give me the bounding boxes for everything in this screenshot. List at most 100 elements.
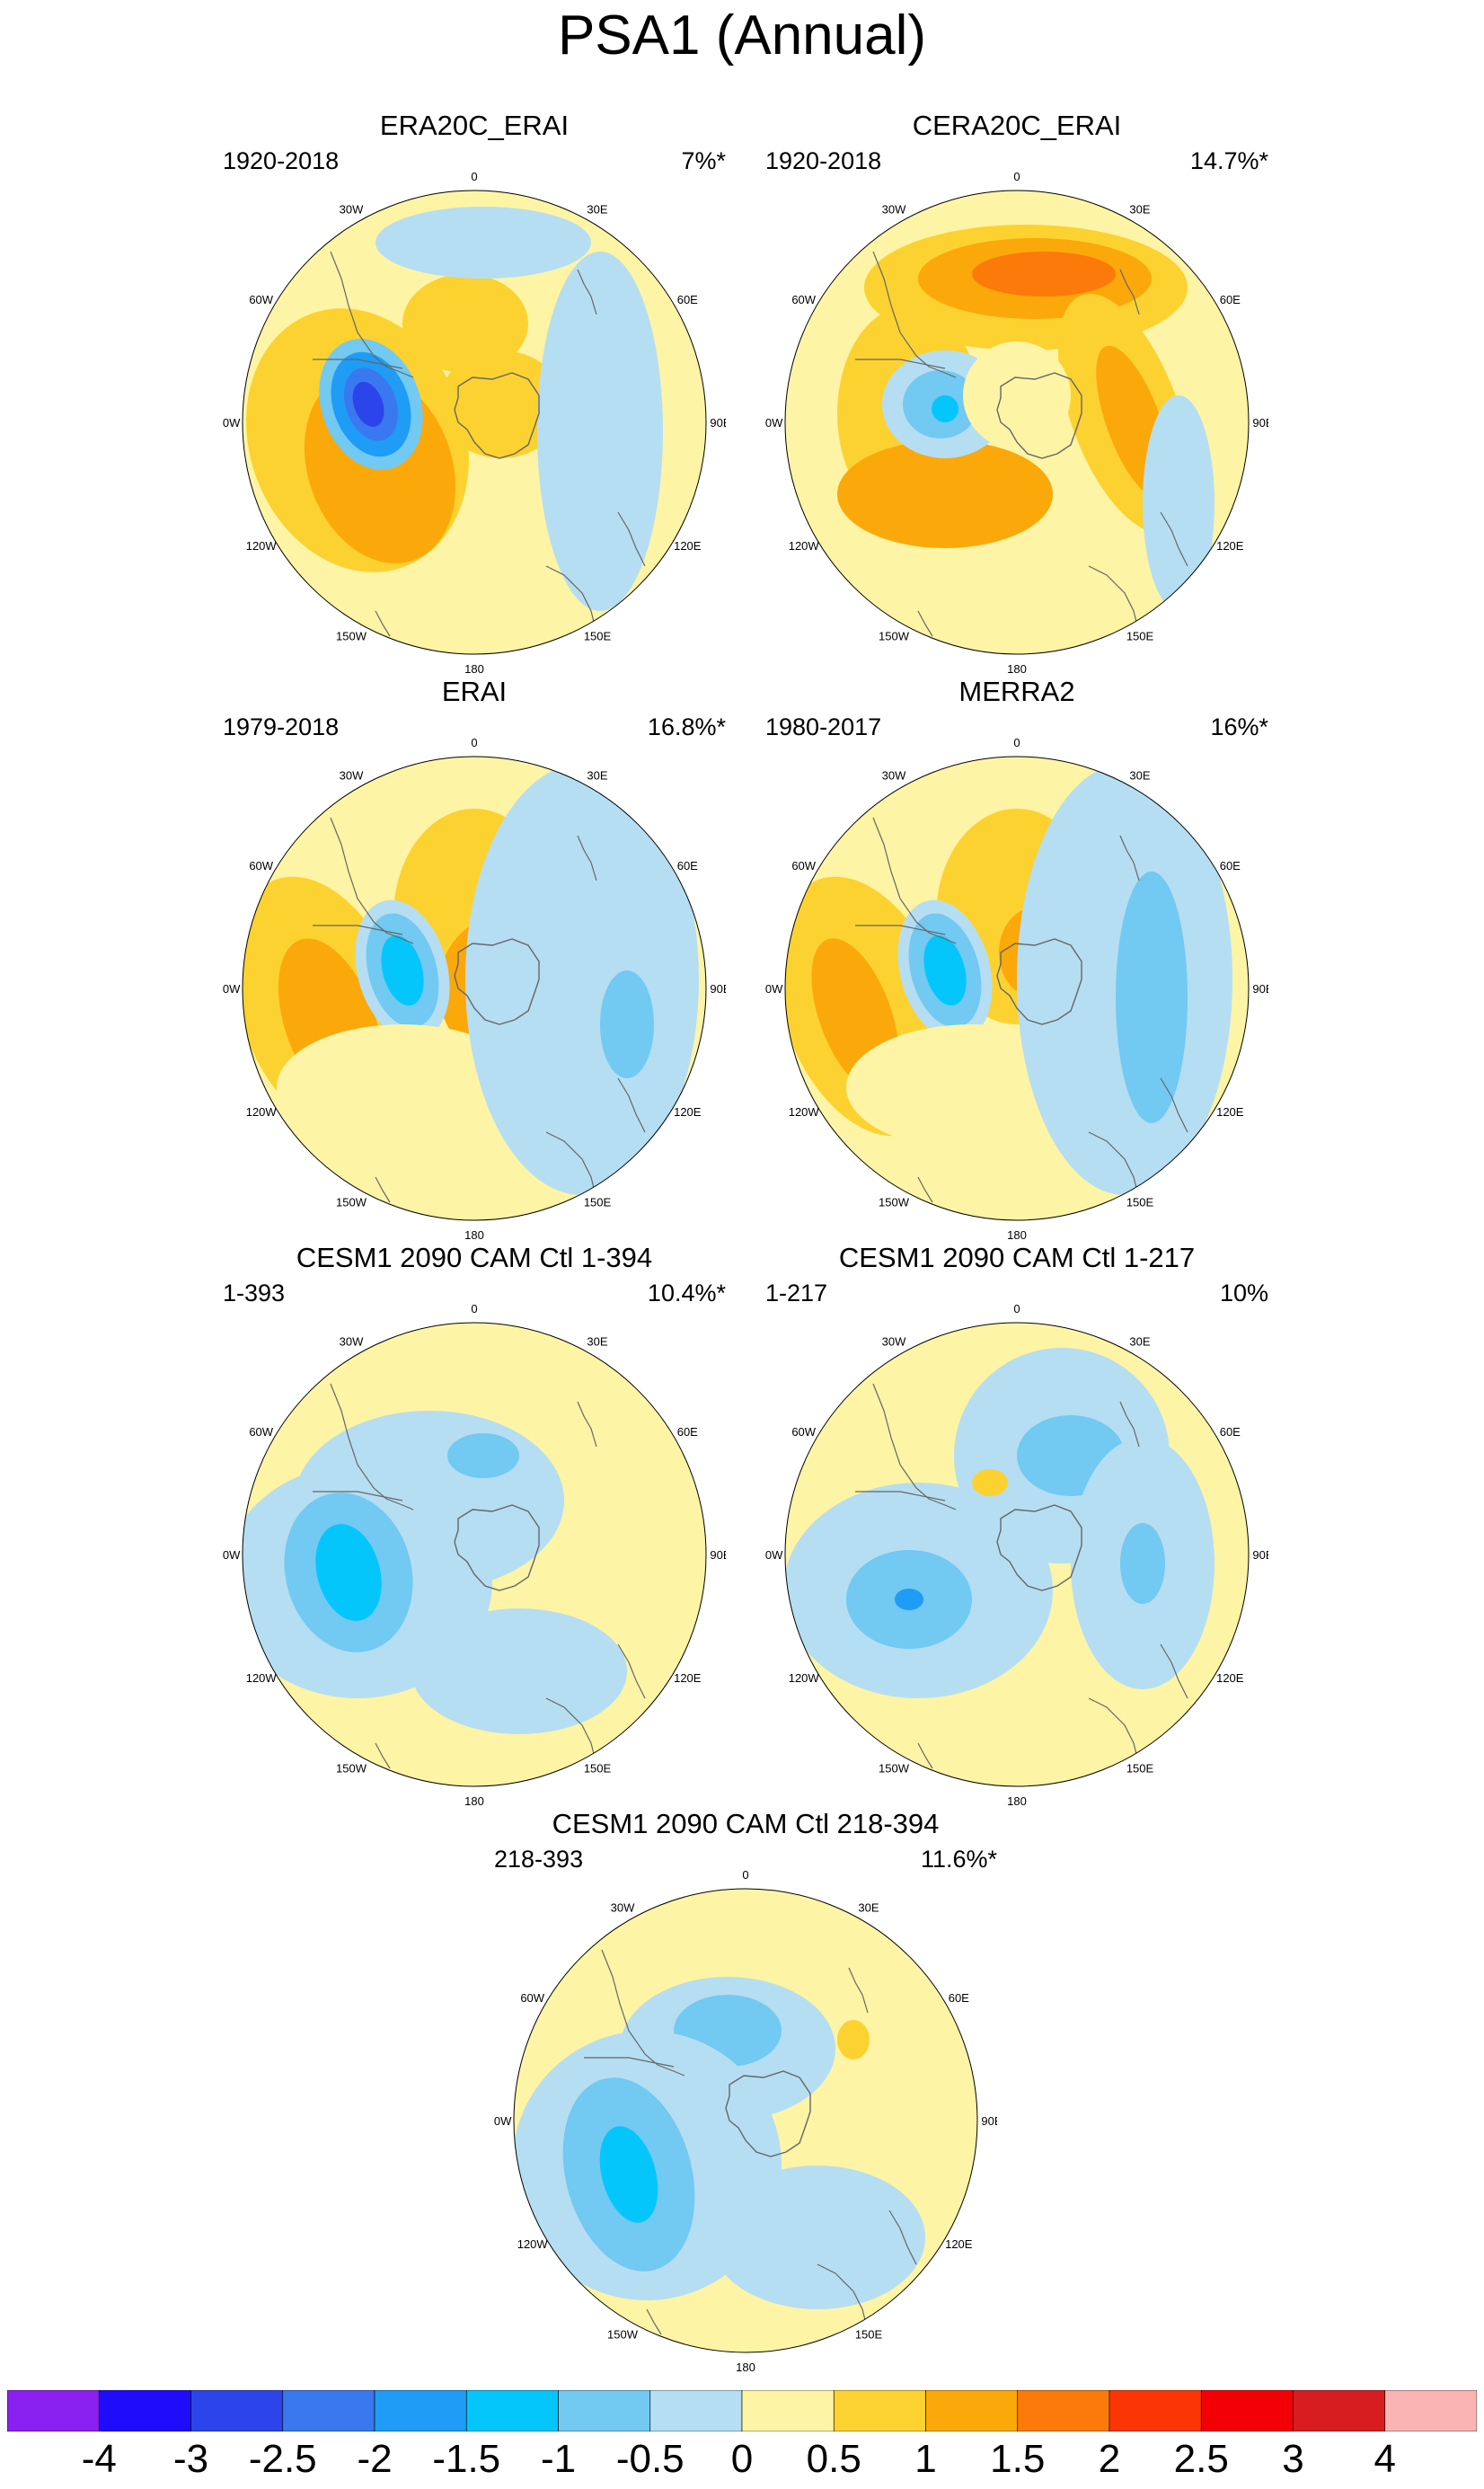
figure-title: PSA1 (Annual) — [557, 4, 927, 66]
anomaly-contour — [315, 1524, 382, 1621]
coastline — [855, 1491, 946, 1501]
anomaly-contour — [932, 395, 958, 422]
longitude-label: 150E — [855, 2327, 883, 2341]
coastline — [545, 565, 596, 630]
coastline — [577, 835, 597, 881]
longitude-label: 60W — [249, 859, 273, 872]
longitude-label: 90W — [765, 1548, 783, 1562]
longitude-label: 30W — [882, 1335, 906, 1349]
anomaly-contour — [600, 970, 654, 1078]
map-boundary — [242, 756, 707, 1221]
coastline — [872, 1383, 957, 1510]
longitude-label: 60W — [791, 1425, 816, 1439]
longitude-label: 150W — [607, 2327, 639, 2341]
antarctica-coastline — [454, 1504, 540, 1591]
map-boundary — [784, 756, 1250, 1221]
map-panel: CESM1 2090 CAM Ctl 218-394 218-393 11.6%… — [494, 1806, 997, 2372]
longitude-label: 90E — [710, 416, 726, 430]
longitude-label: 120W — [517, 2237, 549, 2251]
coastline — [1160, 1643, 1188, 1699]
panel-title: CESM1 2090 CAM Ctl 1-217 — [838, 1242, 1196, 1273]
colorbar-tick-label: -1.5 — [432, 2437, 501, 2481]
longitude-label: 0 — [1013, 170, 1020, 183]
panel-explained-variance: 10.4%* — [647, 1280, 726, 1307]
colorbar-swatch — [1017, 2390, 1110, 2431]
longitude-label: 90W — [765, 982, 783, 996]
anomaly-contour — [537, 252, 663, 611]
longitude-label: 30W — [340, 769, 364, 783]
antarctica-coastline — [996, 1504, 1082, 1591]
panel-period: 1980-2017 — [765, 713, 882, 740]
coastline — [872, 817, 957, 944]
longitude-label: 120E — [1216, 539, 1244, 553]
coastline — [855, 925, 946, 935]
longitude-label: 90E — [710, 1548, 726, 1562]
longitude-label: 180 — [736, 2361, 755, 2372]
longitude-label: 90E — [981, 2114, 997, 2128]
map-boundary — [513, 1888, 978, 2353]
anomaly-contour — [411, 1608, 627, 1734]
coastline — [330, 251, 414, 378]
polar-map: 0 30E 60E 90E 120E 150E 180 150W 120W 90W 60W 30W — [223, 736, 726, 1240]
map-panel: MERRA2 1980-2017 16%* 0 30E 60E 90E 120E 150E… — [765, 674, 1268, 1240]
colorbar-tick-label: -2.5 — [248, 2437, 317, 2481]
longitude-label: 90E — [1252, 416, 1268, 430]
coastline — [1119, 1401, 1140, 1448]
colorbar-swatch — [98, 2390, 191, 2431]
longitude-label: 60E — [1220, 1425, 1241, 1439]
coastline — [617, 511, 646, 567]
coastline — [646, 2308, 662, 2335]
anomaly-contour — [375, 207, 591, 279]
longitude-label: 60E — [677, 293, 698, 306]
panel-explained-variance: 7%* — [681, 147, 726, 174]
colorbar-tick-label: 0.5 — [806, 2437, 861, 2481]
panel-period: 1979-2018 — [223, 713, 340, 740]
longitude-label: 30E — [587, 769, 607, 783]
longitude-label: 180 — [1007, 1228, 1027, 1240]
colorbar-tick-label: 2 — [1098, 2437, 1121, 2481]
panel-period: 1920-2018 — [765, 147, 882, 174]
longitude-label: 60W — [249, 1425, 273, 1439]
coastline — [855, 359, 946, 369]
colorbar-swatch — [833, 2390, 926, 2431]
panel-explained-variance: 16%* — [1210, 713, 1268, 740]
colorbar-swatch — [558, 2390, 651, 2431]
coastline — [888, 2210, 917, 2265]
panel-explained-variance: 16.8%* — [647, 713, 726, 740]
longitude-label: 150W — [336, 1195, 367, 1209]
colorbar-swatch — [1200, 2390, 1294, 2431]
coastline — [545, 1131, 596, 1196]
map-boundary — [242, 190, 707, 655]
panel-explained-variance: 14.7%* — [1189, 147, 1268, 174]
longitude-label: 150E — [584, 629, 612, 642]
colorbar-tick-label: 1 — [914, 2437, 937, 2481]
colorbar-swatch — [741, 2390, 835, 2431]
anomaly-contour — [1120, 1523, 1165, 1604]
panel-period: 1-393 — [223, 1280, 286, 1307]
longitude-label: 0 — [1013, 1302, 1020, 1315]
map-panel: CESM1 2090 CAM Ctl 1-217 1-217 10% 0 30E 6… — [765, 1240, 1268, 1806]
longitude-label: 120W — [789, 539, 820, 553]
longitude-label: 0 — [471, 736, 477, 749]
longitude-label: 30E — [587, 1335, 607, 1349]
coastline — [313, 925, 403, 935]
longitude-label: 90W — [223, 1548, 241, 1562]
coastline — [1088, 1131, 1139, 1196]
longitude-label: 150E — [1126, 1761, 1154, 1775]
longitude-label: 60E — [1220, 293, 1241, 306]
longitude-label: 120E — [945, 2237, 973, 2251]
antarctica-coastline — [996, 938, 1082, 1025]
coastline — [1088, 565, 1139, 630]
colorbar-swatch — [1109, 2390, 1202, 2431]
longitude-label: 30W — [611, 1901, 635, 1915]
colorbar — [7, 2390, 1477, 2431]
coastline — [1160, 511, 1188, 567]
colorbar-swatch — [1384, 2390, 1477, 2431]
anomaly-contour — [837, 440, 1053, 548]
longitude-label: 30W — [340, 1335, 364, 1349]
longitude-label: 150W — [336, 1761, 367, 1775]
longitude-label: 120E — [674, 539, 702, 553]
longitude-label: 30E — [858, 1901, 879, 1915]
longitude-label: 90E — [1252, 1548, 1268, 1562]
coastline — [1160, 1077, 1188, 1133]
